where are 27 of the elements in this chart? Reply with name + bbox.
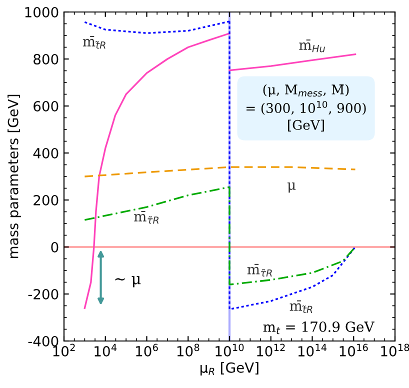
x-tick-label: 10$^{6}$ (136, 344, 158, 357)
annotation: m$_{t}$ = 170.9 GeV (263, 321, 374, 334)
y-tick-label: -200 (28, 288, 58, 300)
y-tick-label: 200 (34, 194, 58, 206)
series-label: m̄$_{t̃R}$ (82, 36, 106, 49)
y-tick-label: 800 (34, 54, 58, 64)
x-tick-label: 10$^{14}$ (298, 344, 327, 357)
x-tick-label: 10$^{8}$ (177, 344, 200, 357)
series-label: μ (288, 182, 296, 193)
series-label: m̄$_{τ̃R}$ (247, 264, 272, 277)
annotation: ∼ μ (115, 276, 141, 288)
x-tick-label: 10$^{12}$ (257, 344, 285, 357)
x-tick-label: 10$^{10}$ (216, 344, 244, 357)
series-label: m̄$_{t̃R}$ (290, 300, 312, 313)
series-label: m̄$_{τ̃R}$ (134, 211, 159, 224)
x-tick-label: 10$^{16}$ (340, 344, 368, 357)
y-tick-label: -400 (28, 336, 58, 346)
y-axis-title: mass parameters [GeV] (8, 94, 22, 258)
y-tick-label: 1000 (25, 6, 58, 18)
annotation: (μ, M$_{mess}$, M̄) = (300, 10$^{10}$, 900) [GeV] (246, 84, 366, 132)
y-tick-label: 0 (51, 242, 58, 252)
y-tick-label: 400 (33, 148, 58, 158)
x-tick-label: 10$^{4}$ (94, 344, 117, 357)
series-label: m̄$_{Hu}$ (299, 39, 325, 52)
x-tick-label: 10$^{18}$ (381, 344, 409, 357)
x-axis-title: μ$_{R}$ [GeV] (200, 362, 258, 376)
y-tick-label: 600 (34, 100, 58, 112)
